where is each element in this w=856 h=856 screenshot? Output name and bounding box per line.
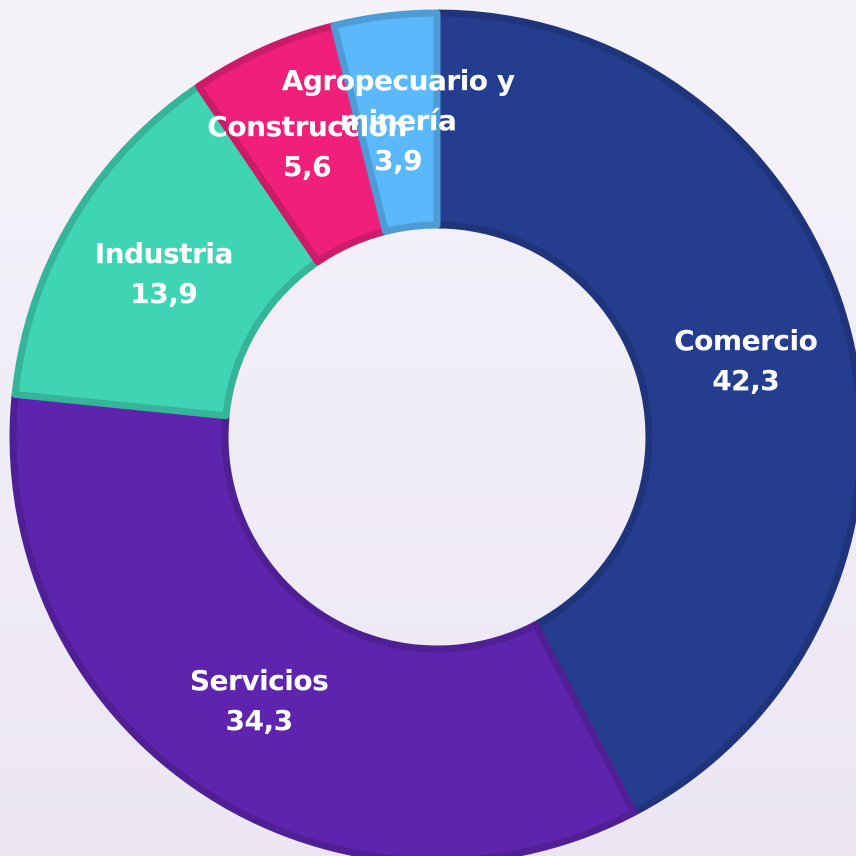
value-label: 5,6 [282,149,332,183]
value-label: 42,3 [712,363,780,397]
value-label: 3,9 [374,144,423,178]
category-label: Servicios [189,663,329,697]
slice-label: Comercio 42,3 [621,321,856,401]
donut-slice [9,390,638,856]
slice-label: Construcción 5,6 [182,107,432,187]
category-label: Construcción [207,109,407,143]
donut-slice [433,9,856,816]
slice-label: Agropecuario y minería 3,9 [273,61,523,181]
slice-label: Servicios 34,3 [134,661,384,741]
category-label: Comercio [674,323,818,357]
value-label: 13,9 [130,277,198,311]
slice-label: Industria 13,9 [39,234,289,314]
value-label: 34,3 [225,703,294,737]
category-label: Industria [94,237,234,271]
donut-slice [330,9,441,235]
category-label: Agropecuario y minería [281,64,515,138]
donut-slice [11,82,322,420]
